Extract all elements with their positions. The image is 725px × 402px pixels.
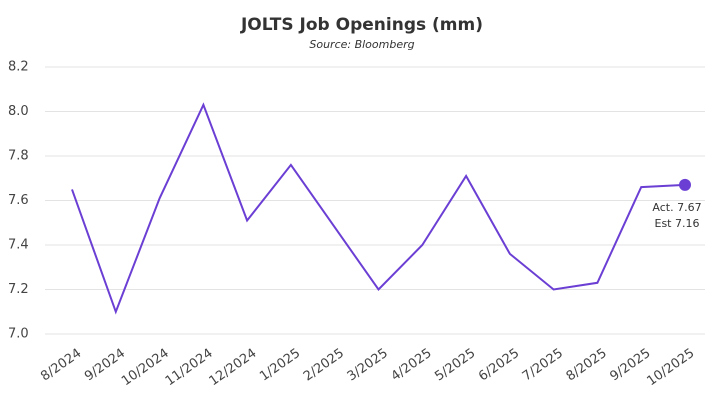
x-tick-label: 2/2025	[301, 346, 347, 385]
y-tick-label: 7.8	[8, 149, 29, 164]
x-tick-label: 8/2024	[38, 346, 84, 385]
y-tick-label: 8.2	[8, 60, 29, 75]
x-tick-label: 11/2024	[163, 346, 216, 389]
last-point-marker	[679, 178, 691, 191]
x-tick-label: 10/2025	[644, 346, 697, 389]
y-tick-label: 8.0	[8, 104, 29, 119]
x-tick-label: 3/2025	[345, 346, 391, 385]
line	[71, 102, 686, 315]
x-tick-label: 5/2025	[432, 346, 478, 385]
chart-subtitle: Source: Bloomberg	[309, 38, 414, 51]
y-tick-label: 7.4	[8, 238, 29, 253]
x-tick-label: 6/2025	[476, 346, 522, 385]
x-tick-label: 10/2024	[119, 346, 172, 389]
x-tick-label: 12/2024	[207, 346, 260, 389]
x-tick-label: 7/2025	[520, 346, 566, 385]
x-tick-label: 1/2025	[257, 346, 303, 385]
chart-title: JOLTS Job Openings (mm)	[240, 15, 483, 35]
y-tick-label: 7.0	[8, 327, 29, 342]
y-tick-label: 7.6	[8, 193, 29, 208]
y-tick-label: 7.2	[8, 282, 29, 297]
annotation: Act. 7.67	[652, 201, 701, 214]
x-tick-label: 4/2025	[389, 346, 435, 385]
annotation: Est 7.16	[655, 217, 700, 230]
x-tick-label: 8/2025	[564, 346, 610, 385]
